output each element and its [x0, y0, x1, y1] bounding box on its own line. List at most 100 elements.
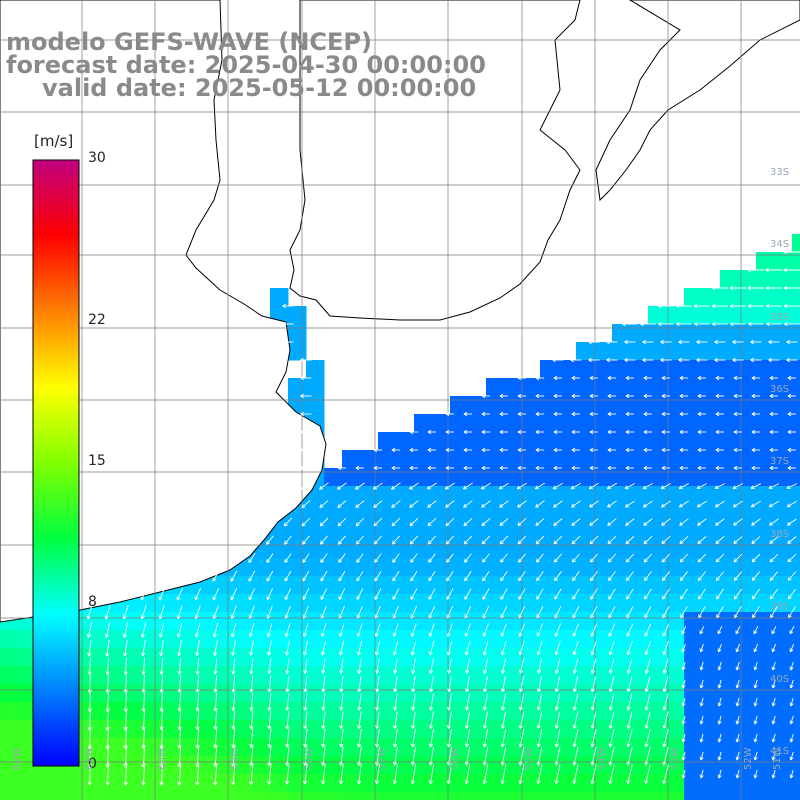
- wind-arrow: [733, 518, 743, 526]
- wind-speed-cell: [432, 720, 451, 739]
- wind-speed-cell: [270, 594, 289, 613]
- wind-arrow: [339, 728, 344, 748]
- wind-arrow: [159, 675, 164, 694]
- wind-speed-cell: [450, 792, 469, 800]
- wind-arrow: [554, 676, 561, 693]
- colorbar-tick-label: 30: [88, 150, 106, 166]
- wind-speed-cell: [126, 774, 145, 793]
- wind-vectors: [86, 249, 800, 786]
- wind-speed-cell: [720, 594, 739, 613]
- wind-speed-cell: [126, 648, 145, 667]
- wind-arrow: [753, 733, 758, 743]
- wind-speed-cell: [702, 324, 721, 343]
- wind-arrow: [715, 411, 725, 417]
- wind-arrow: [678, 339, 690, 345]
- wind-arrow: [590, 658, 597, 674]
- wind-speed-cell: [144, 684, 163, 703]
- wind-arrow: [338, 553, 346, 563]
- wind-speed-cell: [486, 486, 505, 505]
- wind-arrow: [356, 553, 364, 563]
- wind-arrow: [177, 640, 182, 657]
- wind-speed-cell: [648, 504, 667, 523]
- wind-arrow: [122, 570, 130, 582]
- wind-speed-cell: [360, 774, 379, 793]
- wind-arrow: [482, 605, 490, 619]
- wind-speed-cell: [306, 792, 325, 800]
- wind-arrow: [732, 339, 744, 345]
- wind-arrow: [446, 746, 453, 766]
- wind-arrow: [787, 393, 797, 399]
- wind-speed-cell: [324, 720, 343, 739]
- wind-arrow: [571, 411, 581, 417]
- wind-arrow: [588, 339, 600, 345]
- wind-arrow: [733, 536, 743, 545]
- latitude-label: 34S: [770, 239, 790, 250]
- wind-arrow: [771, 715, 776, 725]
- wind-arrow: [715, 375, 725, 381]
- wind-speed-cell: [360, 504, 379, 523]
- wind-arrow: [552, 482, 563, 490]
- wind-speed-cell: [0, 684, 19, 703]
- wind-speed-cell: [576, 504, 595, 523]
- wind-arrow: [357, 658, 362, 674]
- wind-arrow: [699, 751, 704, 761]
- wind-speed-cell: [540, 720, 559, 739]
- wind-arrow: [410, 570, 418, 582]
- wind-arrow: [711, 303, 728, 309]
- wind-speed-cell: [36, 774, 55, 793]
- wind-speed-cell: [144, 666, 163, 685]
- wind-arrow: [624, 339, 636, 345]
- wind-speed-cell: [306, 756, 325, 775]
- wind-speed-cell: [180, 792, 199, 800]
- wind-arrow: [769, 518, 779, 526]
- wind-speed-cell: [342, 756, 361, 775]
- wind-arrow: [590, 693, 597, 711]
- wind-arrow: [572, 746, 579, 766]
- wind-speed-cell: [630, 378, 649, 397]
- wind-speed-cell: [306, 630, 325, 649]
- wind-speed-cell: [666, 648, 685, 667]
- wind-speed-cell: [594, 378, 613, 397]
- wind-speed-cell: [324, 576, 343, 595]
- wind-speed-cell: [720, 486, 739, 505]
- wind-arrow: [766, 321, 782, 327]
- wind-arrow: [643, 447, 653, 453]
- wind-speed-cell: [594, 594, 613, 613]
- wind-arrow: [753, 697, 758, 707]
- wind-arrow: [194, 552, 202, 564]
- wind-speed-cell: [216, 648, 235, 667]
- wind-speed-cell: [216, 684, 235, 703]
- wind-speed-cell: [648, 594, 667, 613]
- wind-arrow: [517, 375, 527, 381]
- wind-speed-cell: [792, 486, 800, 505]
- wind-speed-cell: [504, 630, 523, 649]
- wind-arrow: [283, 517, 293, 527]
- wind-speed-cell: [558, 774, 577, 793]
- wind-speed-cell: [648, 576, 667, 595]
- wind-arrow: [87, 639, 92, 657]
- wind-arrow: [464, 623, 471, 637]
- wind-arrow: [267, 693, 272, 711]
- wind-speed-cell: [90, 612, 109, 631]
- wind-speed-cell: [540, 648, 559, 667]
- wind-arrow: [697, 411, 707, 417]
- wind-speed-cell: [378, 648, 397, 667]
- wind-speed-cell: [522, 738, 541, 757]
- wind-arrow: [589, 535, 599, 545]
- wind-arrow: [572, 711, 579, 729]
- wind-speed-cell: [648, 756, 667, 775]
- wind-arrow: [374, 640, 381, 656]
- wind-speed-cell: [378, 738, 397, 757]
- wind-speed-cell: [450, 630, 469, 649]
- wind-speed-cell: [342, 576, 361, 595]
- wind-arrow: [661, 375, 671, 381]
- wind-speed-cell: [738, 522, 757, 541]
- wind-arrow: [662, 711, 669, 729]
- wind-arrow: [751, 411, 761, 417]
- wind-arrow: [300, 411, 312, 417]
- wind-speed-cell: [774, 342, 793, 361]
- wind-speed-cell: [342, 558, 361, 577]
- wind-arrow: [282, 447, 294, 453]
- wind-arrow: [230, 570, 238, 582]
- wind-speed-cell: [594, 486, 613, 505]
